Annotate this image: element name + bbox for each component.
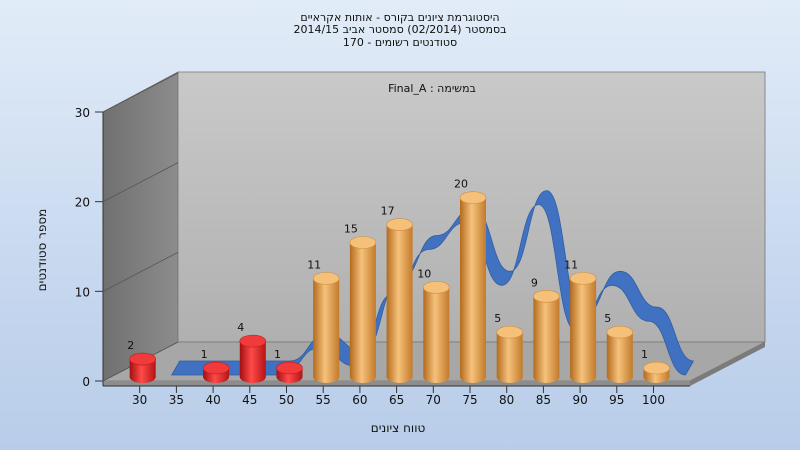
x-tick-label: 70	[426, 393, 441, 407]
bar-body	[349, 242, 376, 377]
x-tick-label: 90	[572, 393, 587, 407]
bar-base	[643, 371, 670, 383]
x-tick-label: 30	[132, 393, 147, 407]
bar	[422, 281, 450, 383]
bar-value-label: 10	[417, 267, 431, 280]
bar-top	[276, 361, 303, 375]
x-tick-label: 95	[609, 393, 624, 407]
bar-value-label: 2	[127, 339, 134, 352]
bar-body	[460, 197, 486, 377]
bar-body	[606, 332, 633, 377]
bar	[129, 352, 156, 383]
bar-top	[422, 281, 450, 294]
bar	[386, 218, 413, 383]
bar	[643, 361, 670, 383]
bar-base	[460, 371, 486, 383]
bar-body	[386, 224, 413, 377]
y-gridline-side	[102, 251, 179, 292]
y-tick-label: 30	[75, 106, 90, 120]
bar-top	[606, 325, 634, 339]
y-axis-label: מספר סטודנטים	[35, 209, 49, 292]
bar	[276, 361, 303, 383]
bar-body	[496, 332, 523, 377]
bar-value-label: 15	[344, 223, 358, 236]
bar-top	[202, 361, 230, 375]
bar	[312, 272, 340, 383]
bar	[533, 289, 560, 383]
bar-base	[606, 371, 633, 383]
floor-right-edge	[690, 342, 765, 386]
y-tick-label: 20	[75, 196, 90, 210]
bar-body	[533, 296, 560, 377]
bar-base	[570, 371, 597, 383]
chart-subtitle: במשימה : Final_A	[388, 82, 476, 95]
y-tick-label: 10	[75, 285, 90, 299]
x-tick-label: 50	[279, 393, 294, 407]
chart-title-line-1: היסטוגרמת ציונים בקורס - אותות אקראיים	[300, 11, 500, 24]
bar-base	[496, 371, 523, 383]
bar-base	[129, 371, 156, 383]
bar-value-label: 5	[604, 312, 611, 325]
bar-base	[276, 371, 303, 383]
bar-top	[496, 325, 524, 339]
y-gridline-side	[102, 162, 179, 203]
bar-value-label: 20	[454, 178, 468, 191]
bar	[459, 191, 487, 383]
bar-base	[533, 371, 560, 383]
bar-top	[386, 218, 413, 231]
x-tick-label: 75	[462, 393, 477, 407]
bar-body	[570, 278, 597, 377]
bar	[496, 325, 524, 383]
bar-value-label: 5	[494, 312, 501, 325]
bar-value-label: 17	[381, 205, 395, 218]
bar-body	[423, 287, 450, 377]
bar-value-label: 11	[564, 258, 578, 271]
x-tick-label: 55	[316, 393, 331, 407]
x-tick-label: 60	[352, 393, 367, 407]
side-wall	[102, 71, 179, 382]
bar-base	[203, 371, 230, 383]
bar	[202, 361, 230, 383]
x-tick-label: 40	[205, 393, 220, 407]
bar-value-label: 1	[201, 348, 208, 361]
bar-top	[349, 236, 377, 249]
bar-body	[313, 278, 340, 377]
bar	[606, 325, 634, 383]
bar-base	[386, 371, 413, 383]
chart-title-line-3: סטודנטים רשומים - 170	[342, 36, 458, 49]
bar-base	[313, 371, 340, 383]
y-gridline-side	[102, 72, 179, 113]
chart-title-line-2: בסמסטר (02/2014) סמסטר אביב 2014/15	[293, 23, 507, 36]
bar-value-label: 1	[641, 348, 648, 361]
bar	[349, 236, 377, 383]
bar-value-label: 1	[274, 348, 281, 361]
bar-top	[129, 352, 156, 366]
bar-base	[349, 371, 376, 383]
bar	[569, 272, 597, 383]
x-tick-label: 100	[642, 393, 665, 407]
bar	[239, 334, 267, 383]
bar-top	[312, 272, 340, 285]
x-tick-label: 85	[536, 393, 551, 407]
bar-top	[643, 361, 670, 375]
bar-top	[459, 191, 487, 204]
x-tick-label: 45	[242, 393, 257, 407]
bar-top	[533, 289, 560, 303]
x-tick-label: 65	[389, 393, 404, 407]
bar-value-label: 4	[237, 321, 244, 334]
bar-value-label: 9	[531, 276, 538, 289]
y-tick-label: 0	[82, 375, 90, 389]
x-tick-label: 35	[169, 393, 184, 407]
bar-base	[239, 371, 266, 383]
bar-top	[239, 334, 267, 348]
bar-value-label: 11	[307, 258, 321, 271]
bar-base	[423, 371, 450, 383]
bar-top	[569, 272, 597, 285]
x-tick-label: 80	[499, 393, 514, 407]
x-axis-label: טווח ציונים	[371, 421, 426, 435]
